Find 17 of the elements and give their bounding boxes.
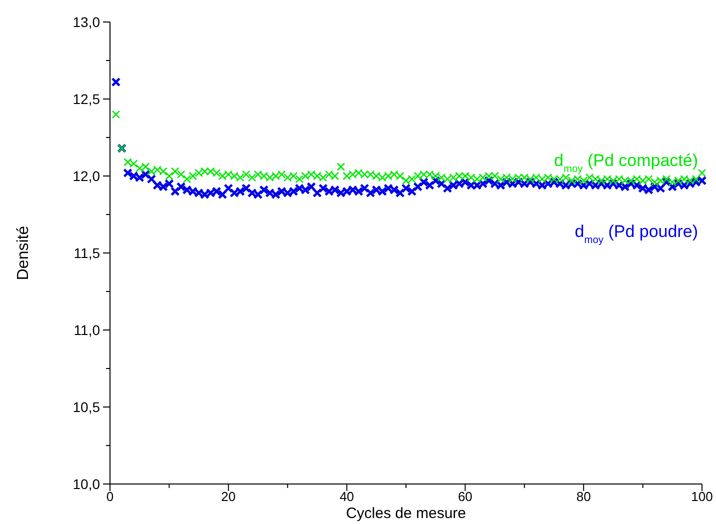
x-tick-label: 100 <box>691 489 713 504</box>
x-tick-label: 0 <box>106 489 114 504</box>
series-label: d$_{moy}$ (Pd poudre) <box>574 222 698 246</box>
x-tick-label: 20 <box>221 489 236 504</box>
y-tick-label: 12,5 <box>72 90 100 107</box>
y-axis-title: Densité <box>15 226 32 280</box>
x-tick-label: 40 <box>340 489 354 504</box>
series-label: d$_{moy}$ (Pd compacté) <box>554 151 698 174</box>
x-axis-title: Cycles de mesure <box>346 505 466 522</box>
y-tick-label: 12,0 <box>72 168 100 184</box>
y-tick-label: 10,5 <box>72 398 100 415</box>
x-tick-label: 60 <box>458 489 472 504</box>
x-tick-label: 80 <box>576 489 591 504</box>
y-tick-label: 11,0 <box>74 322 100 338</box>
y-tick-label: 13,0 <box>72 14 100 30</box>
y-tick-label: 11,5 <box>74 244 100 261</box>
y-tick-label: 10,0 <box>72 476 100 492</box>
